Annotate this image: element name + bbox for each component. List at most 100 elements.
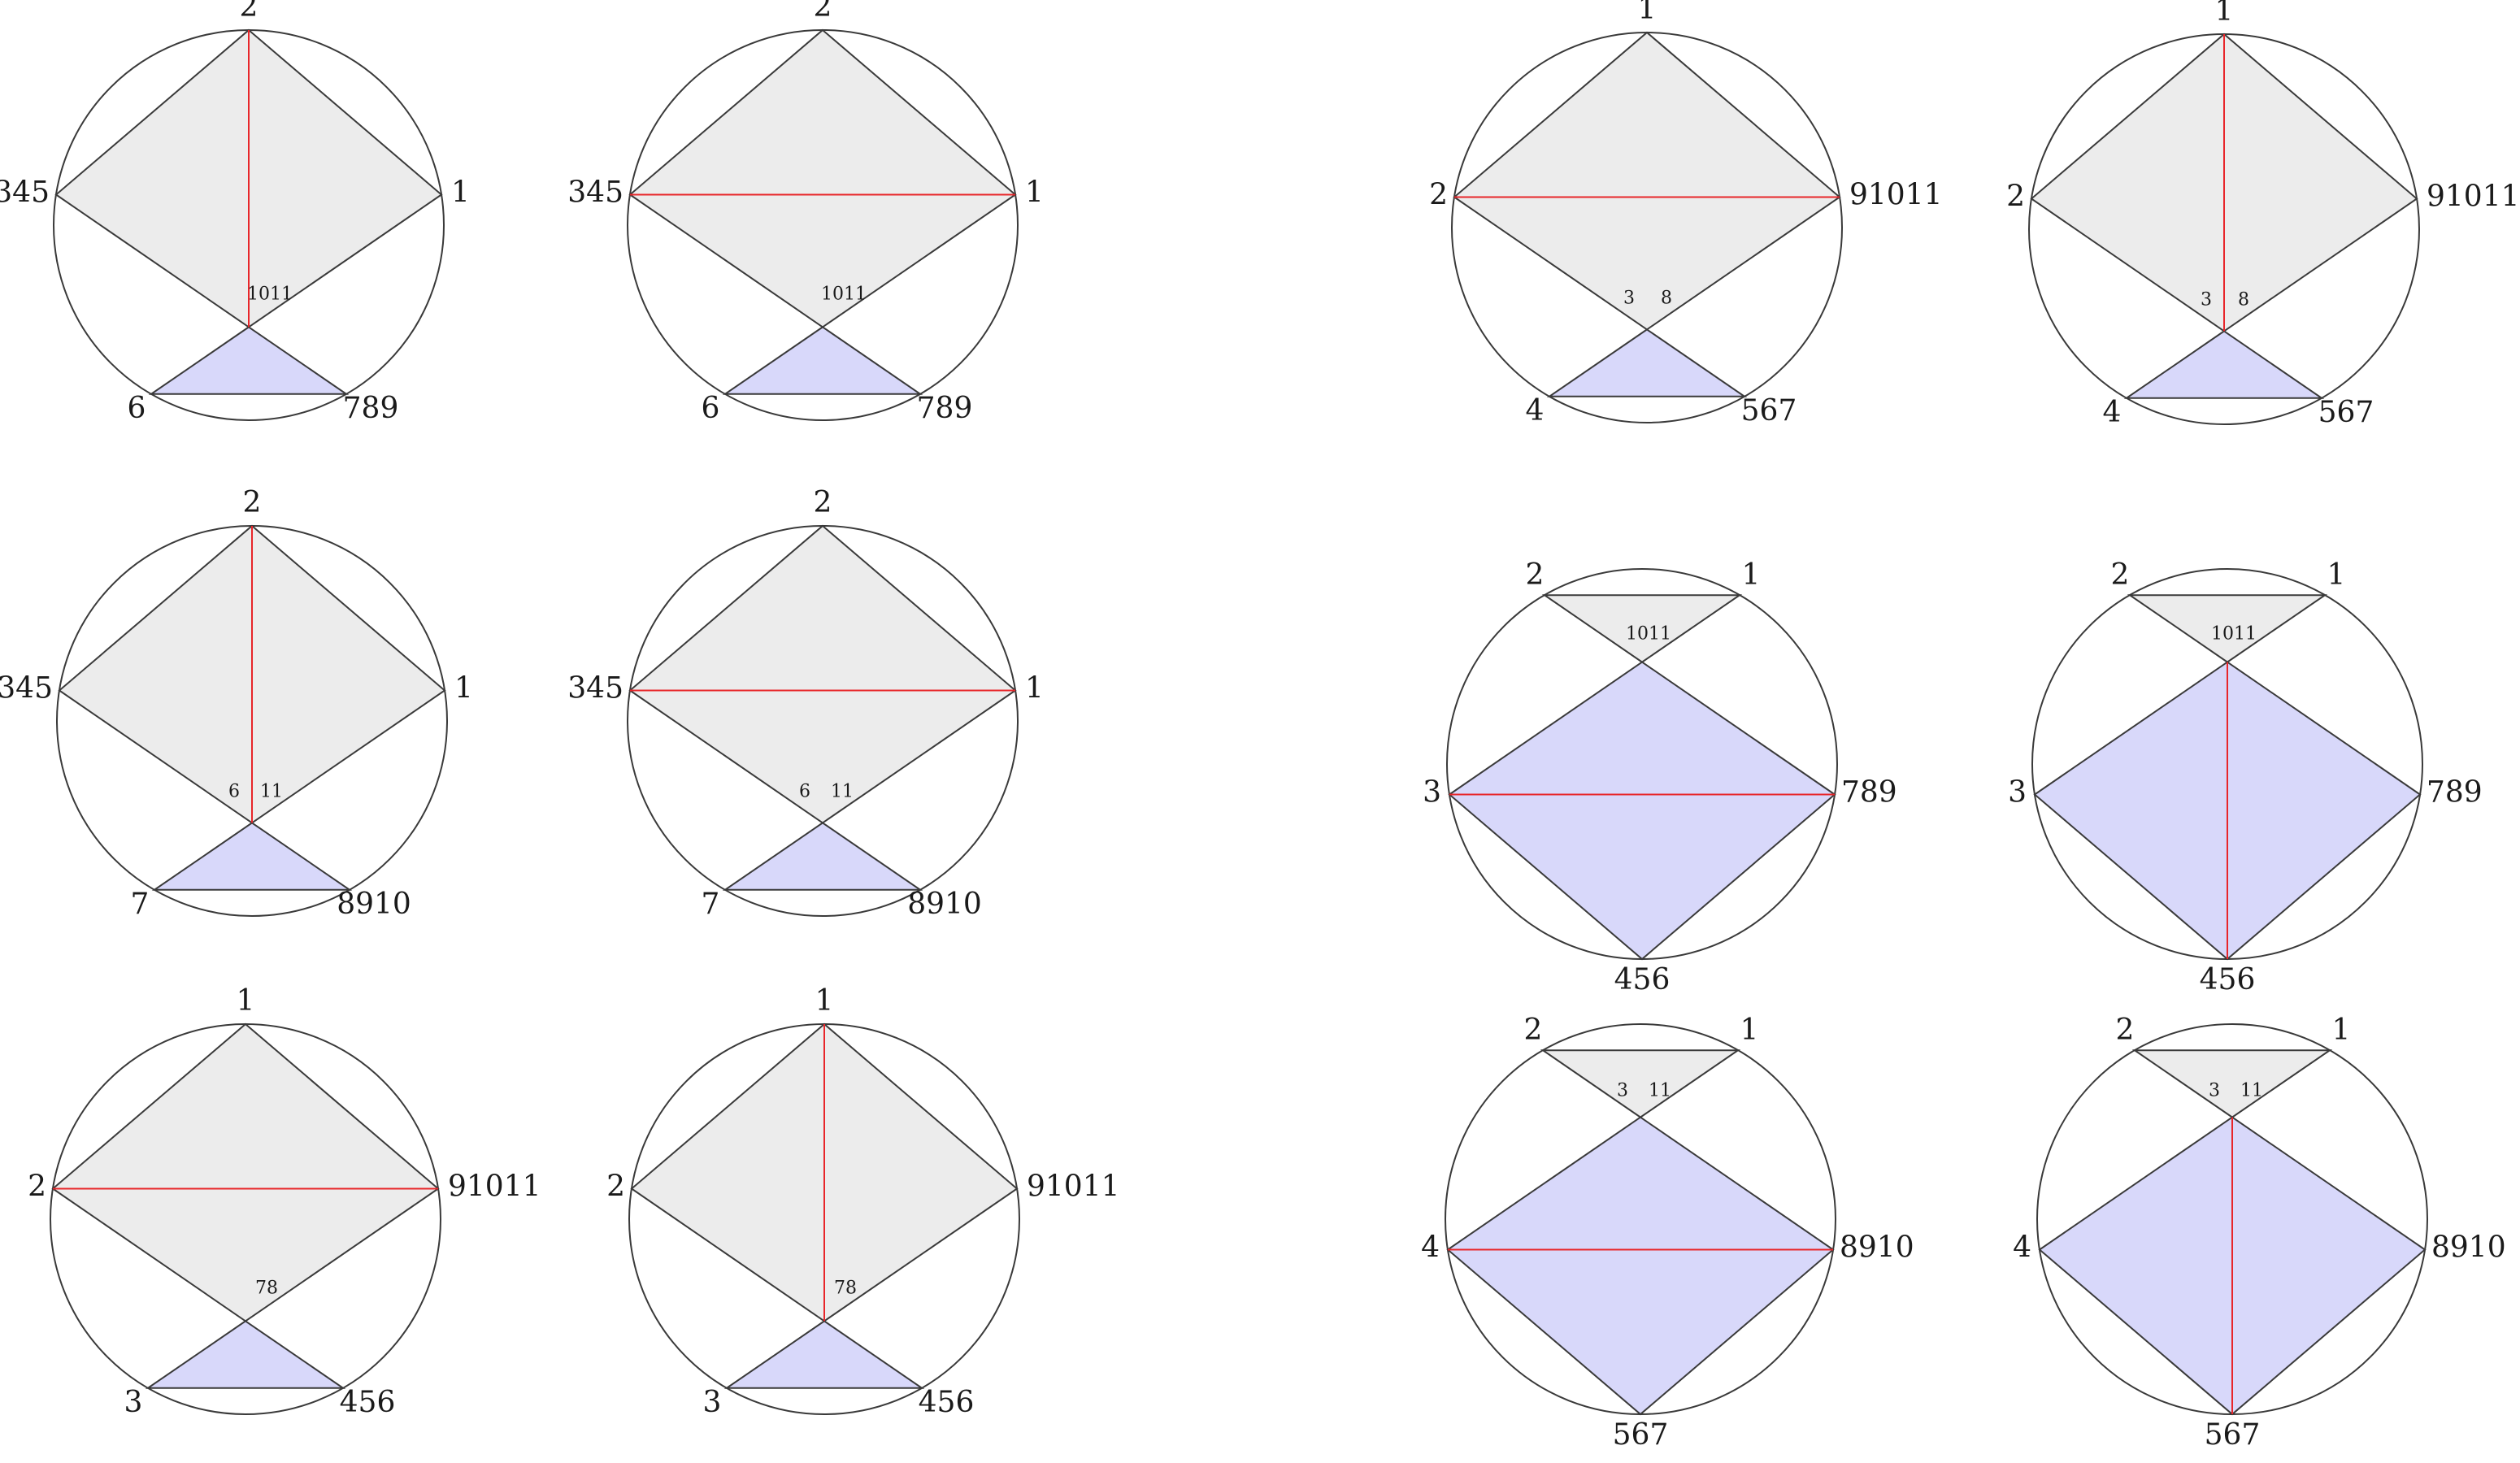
- vertex-label-top: 1: [237, 984, 255, 1018]
- vertex-label-left: 3: [2008, 776, 2027, 810]
- gray-triangle: [1540, 1049, 1741, 1118]
- vertex-label-top-right: 1: [2332, 1014, 2351, 1047]
- blue-quadrilateral: [1448, 661, 1836, 961]
- vertex-label-top: 1: [815, 984, 834, 1018]
- vertex-label-bottom-right: 567: [2318, 396, 2374, 429]
- gray-quadrilateral: [51, 1022, 440, 1322]
- vertex-label-bottom-right: 8910: [907, 888, 982, 921]
- chord-diagram-r2c2: 2 345 1 7 8910 6 11: [567, 486, 1044, 921]
- inner-label: 1011: [247, 284, 293, 304]
- vertex-label-top: 2: [814, 0, 832, 24]
- inner-label-left: 3: [1623, 288, 1635, 308]
- vertex-label-left: 345: [567, 672, 623, 705]
- vertex-label-bottom-left: 6: [128, 392, 146, 425]
- vertex-label-left: 2: [28, 1170, 46, 1204]
- chord-diagram-r3c1: 1 2 91011 3 456 78: [28, 984, 541, 1419]
- inner-label-right: 11: [831, 781, 854, 801]
- vertex-label-left: 4: [2013, 1231, 2031, 1265]
- vertex-label-right: 1: [454, 672, 473, 705]
- vertex-label-top: 2: [243, 486, 262, 519]
- vertex-label-bottom-right: 456: [919, 1386, 975, 1419]
- inner-label-right: 11: [2240, 1081, 2263, 1101]
- vertex-label-top: 1: [2215, 0, 2234, 28]
- vertex-label-right: 8910: [1840, 1231, 1914, 1265]
- vertex-label-bottom-right: 456: [340, 1386, 396, 1419]
- vertex-label-bottom-left: 3: [703, 1386, 722, 1419]
- gray-triangle: [2127, 594, 2328, 663]
- blue-triangle: [723, 1320, 925, 1389]
- chord-diagram-r3c2: 1 2 91011 3 456 78: [606, 984, 1119, 1419]
- vertex-label-bottom: 567: [1613, 1418, 1669, 1452]
- vertex-label-top: 2: [814, 486, 832, 519]
- inner-label-right: 11: [260, 781, 283, 801]
- chord-diagram-r1c3: 1 2 91011 4 567 3 8: [1429, 0, 1942, 428]
- inner-label-right: 11: [1649, 1081, 1671, 1101]
- inner-label: 78: [834, 1278, 857, 1298]
- vertex-label-right: 789: [1841, 776, 1897, 810]
- vertex-label-bottom: 456: [1614, 963, 1671, 996]
- vertex-label-bottom-right: 8910: [337, 888, 411, 921]
- chord-diagram-r3c4: 2 1 4 8910 567 3 11: [2013, 1014, 2506, 1452]
- blue-triangle: [722, 326, 923, 395]
- gray-quadrilateral: [1453, 31, 1841, 331]
- vertex-label-top-left: 2: [2116, 1014, 2135, 1047]
- vertex-label-top: 1: [1638, 0, 1657, 26]
- inner-label-left: 6: [799, 781, 810, 801]
- blue-triangle: [151, 822, 353, 891]
- vertex-label-top-right: 1: [1740, 1014, 1759, 1047]
- inner-label-right: 8: [1661, 288, 1672, 308]
- blue-quadrilateral: [1446, 1116, 1835, 1416]
- inner-label: 78: [255, 1278, 278, 1298]
- vertex-label-left: 3: [1423, 776, 1441, 810]
- inner-label-right: 8: [2238, 289, 2249, 310]
- blue-triangle: [1546, 328, 1748, 397]
- vertex-label-top-left: 2: [2111, 558, 2130, 592]
- blue-triangle: [145, 1320, 346, 1389]
- vertex-label-left: 2: [1429, 179, 1448, 212]
- vertex-label-top-left: 2: [1526, 558, 1545, 592]
- vertex-label-top-right: 1: [2327, 558, 2346, 592]
- inner-label: 1011: [821, 284, 867, 304]
- vertex-label-bottom-left: 7: [131, 888, 150, 921]
- inner-label-left: 3: [2209, 1081, 2220, 1101]
- vertex-label-right: 91011: [1849, 179, 1943, 212]
- chord-diagram-r2c3: 2 1 3 789 456 1011: [1423, 558, 1897, 996]
- inner-label-left: 3: [1617, 1081, 1628, 1101]
- inner-label: 1011: [1626, 624, 1671, 645]
- vertex-label-right: 1: [1025, 176, 1044, 210]
- vertex-label-right: 91011: [2427, 180, 2520, 214]
- vertex-label-left: 2: [606, 1170, 625, 1204]
- vertex-label-bottom-right: 789: [343, 392, 399, 425]
- vertex-label-bottom-left: 4: [1526, 394, 1545, 428]
- vertex-label-right: 91011: [448, 1170, 541, 1204]
- vertex-label-left: 345: [0, 672, 53, 705]
- chord-diagram-r3c3: 2 1 4 8910 567 3 11: [1421, 1014, 1914, 1452]
- vertex-label-bottom-left: 7: [702, 888, 720, 921]
- vertex-label-right: 1: [1025, 672, 1044, 705]
- inner-label-left: 3: [2201, 289, 2212, 310]
- vertex-label-left: 345: [567, 176, 623, 210]
- blue-triangle: [722, 822, 923, 891]
- gray-triangle: [2131, 1049, 2333, 1118]
- vertex-label-top-right: 1: [1742, 558, 1761, 592]
- vertex-label-right: 789: [2427, 776, 2483, 810]
- gray-triangle: [1541, 594, 1743, 663]
- vertex-label-left: 345: [0, 176, 50, 210]
- vertex-label-right: 91011: [1027, 1170, 1120, 1204]
- vertex-label-left: 2: [2006, 180, 2025, 214]
- vertex-label-bottom: 567: [2205, 1418, 2261, 1452]
- vertex-label-bottom-right: 789: [917, 392, 973, 425]
- inner-label-left: 6: [228, 781, 240, 801]
- vertex-label-right: 1: [451, 176, 470, 210]
- chord-diagram-r1c1: 2 345 1 6 789 1011: [0, 0, 470, 425]
- vertex-label-bottom-left: 4: [2103, 396, 2122, 429]
- vertex-label-top: 2: [240, 0, 259, 24]
- vertex-label-right: 8910: [2431, 1231, 2506, 1265]
- gray-quadrilateral: [628, 28, 1017, 328]
- vertex-label-top-left: 2: [1524, 1014, 1543, 1047]
- vertex-label-bottom-right: 567: [1741, 394, 1797, 428]
- chord-diagram-r2c4: 2 1 3 789 456 1011: [2008, 558, 2483, 996]
- chord-diagram-r2c1: 2 345 1 7 8910 6 11: [0, 486, 473, 921]
- chord-diagram-r1c4: 1 2 91011 4 567 3 8: [2006, 0, 2519, 429]
